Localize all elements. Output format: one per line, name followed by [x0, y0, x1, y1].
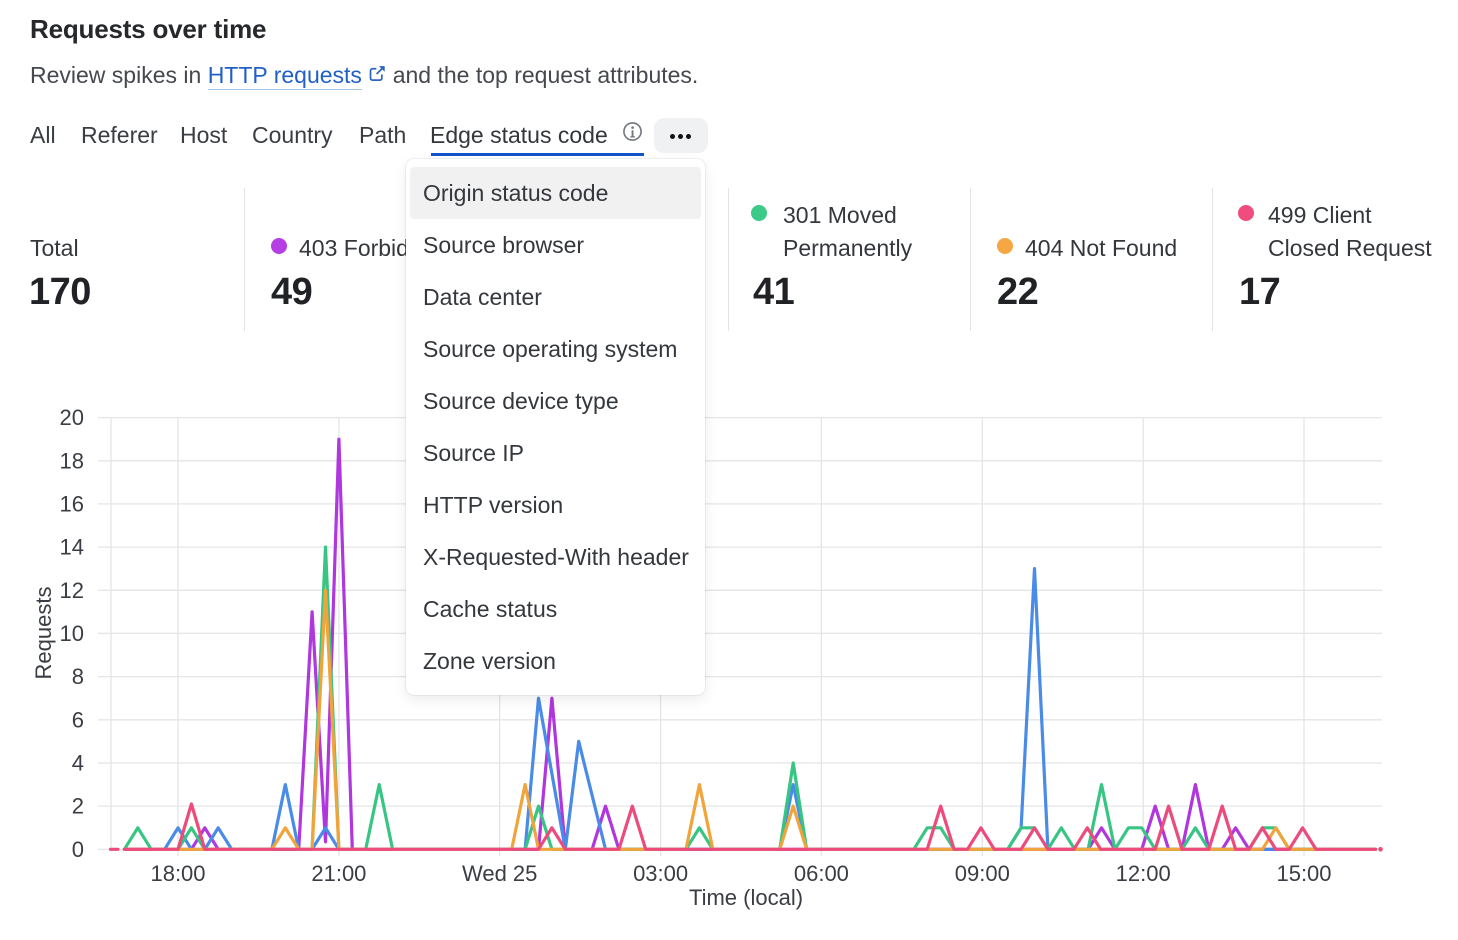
svg-text:0: 0 — [72, 837, 84, 862]
svg-text:6: 6 — [72, 707, 84, 732]
svg-text:12: 12 — [60, 578, 84, 603]
svg-text:06:00: 06:00 — [794, 861, 849, 886]
svg-text:Wed 25: Wed 25 — [462, 861, 537, 886]
svg-text:20: 20 — [60, 405, 84, 430]
svg-text:18:00: 18:00 — [150, 861, 205, 886]
svg-text:18: 18 — [60, 448, 84, 473]
svg-text:4: 4 — [72, 751, 84, 776]
svg-text:2: 2 — [72, 794, 84, 819]
svg-text:09:00: 09:00 — [955, 861, 1010, 886]
svg-text:21:00: 21:00 — [311, 861, 366, 886]
svg-text:16: 16 — [60, 491, 84, 516]
svg-text:10: 10 — [60, 621, 84, 646]
svg-text:14: 14 — [60, 535, 84, 560]
svg-text:12:00: 12:00 — [1116, 861, 1171, 886]
svg-text:Time (local): Time (local) — [689, 885, 803, 910]
svg-text:15:00: 15:00 — [1276, 861, 1331, 886]
svg-text:8: 8 — [72, 664, 84, 689]
svg-text:Requests: Requests — [31, 587, 56, 680]
svg-text:03:00: 03:00 — [633, 861, 688, 886]
